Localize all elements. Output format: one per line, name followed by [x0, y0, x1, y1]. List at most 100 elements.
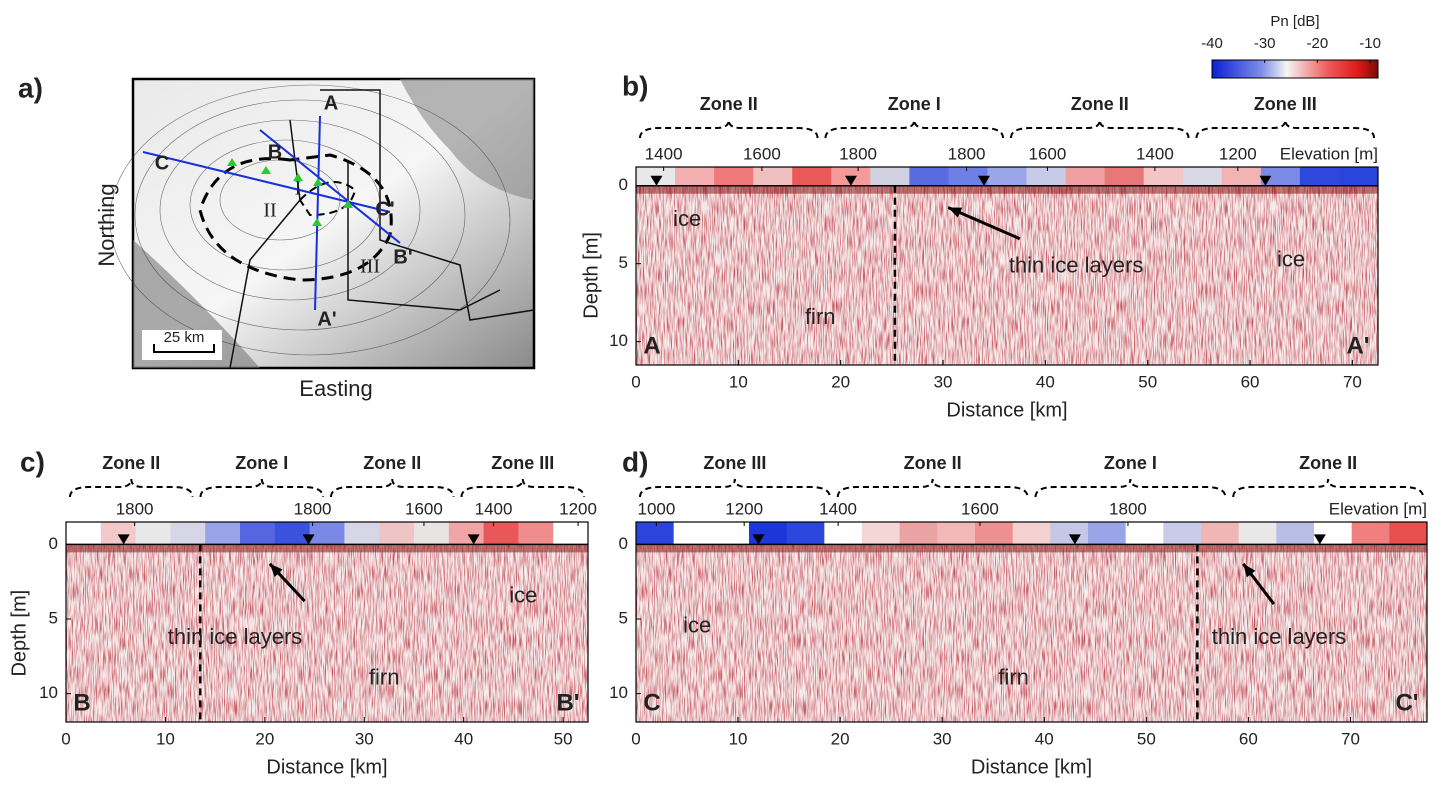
zone-label: Zone II: [904, 453, 962, 473]
pn-strip: [100, 522, 137, 545]
pn-strip: [553, 522, 589, 545]
profile-start: B: [73, 689, 90, 716]
crossing-marker: [117, 534, 130, 545]
zone-label: Zone II: [1299, 453, 1357, 473]
crossing-marker: [1313, 534, 1326, 545]
crossing-marker: [752, 534, 765, 545]
scale-label: 25 km: [164, 329, 205, 346]
zone-label: Zone II: [363, 453, 421, 473]
elevation-tick-label: 1200: [1219, 144, 1257, 163]
pn-strip: [899, 522, 938, 545]
x-tick-label: 20: [255, 729, 274, 748]
profile-label: A': [317, 308, 336, 330]
x-axis-label: Easting: [299, 376, 372, 401]
map: [109, 77, 536, 370]
zone-label: Zone I: [1104, 453, 1157, 473]
profile-end: C': [1395, 689, 1418, 716]
colorbar-tick-label: -40: [1201, 35, 1223, 52]
radargram-noise: [636, 544, 1427, 722]
zone-label: III: [360, 256, 380, 278]
elevation-tick-label: 1200: [725, 499, 763, 518]
pn-strip: [1088, 522, 1127, 545]
elevation-tick-label: 1600: [1029, 144, 1067, 163]
crossing-marker: [844, 175, 857, 186]
zone-label: Zone I: [888, 94, 941, 114]
crossing-marker: [1068, 534, 1081, 545]
pn-strip: [862, 522, 901, 545]
pn-strip: [870, 167, 910, 186]
pn-strip: [1221, 167, 1262, 186]
zone-label: Zone III: [703, 453, 766, 473]
x-axis-label: Distance [km]: [266, 756, 387, 778]
pn-strip: [987, 167, 1028, 186]
pn-strip: [1314, 522, 1353, 545]
x-tick-label: 30: [934, 372, 953, 391]
x-tick-label: 20: [831, 372, 850, 391]
pn-strip: [66, 522, 102, 545]
x-tick-label: 10: [156, 729, 175, 748]
y-tick-label: 5: [619, 608, 628, 627]
y-tick-label: 5: [619, 253, 628, 272]
x-tick-label: 70: [1341, 729, 1360, 748]
pn-strip: [518, 522, 554, 545]
zone-brace: [1232, 478, 1424, 498]
elevation-tick-label: 1400: [1136, 144, 1174, 163]
annotation: thin ice layers: [1009, 253, 1144, 278]
panel-label: c): [20, 446, 45, 477]
zone-brace: [639, 478, 831, 498]
elevation-tick-label: 1400: [819, 499, 857, 518]
profile-label: C': [375, 198, 394, 220]
zone-brace: [639, 119, 819, 139]
x-tick-label: 0: [61, 729, 70, 748]
profile-label: B: [268, 141, 282, 163]
panel-label: d): [622, 446, 648, 477]
pn-strip: [714, 167, 754, 186]
elevation-tick-label: 1400: [645, 144, 683, 163]
crossing-marker: [302, 534, 315, 545]
pn-strip: [344, 522, 380, 545]
annotation: thin ice layers: [168, 624, 303, 649]
elevation-tick-label: 1600: [405, 499, 443, 518]
elevation-tick-label: 1800: [116, 499, 154, 518]
elevation-label: Elevation [m]: [1329, 499, 1427, 518]
colorbar-tick-label: -30: [1254, 35, 1276, 52]
x-tick-label: 20: [831, 729, 850, 748]
pn-strip: [1299, 167, 1340, 186]
pn-strip: [309, 522, 345, 545]
pn-strip: [1065, 167, 1106, 186]
zone-brace: [824, 119, 1004, 139]
frame: [635, 521, 1428, 723]
pn-strip: [135, 522, 171, 545]
crossing-marker: [650, 175, 663, 186]
pn-strip: [1026, 167, 1067, 186]
pn-strip: [448, 522, 485, 545]
pn-strip: [1125, 522, 1164, 545]
profile-label: C: [155, 152, 169, 174]
zone-brace: [460, 478, 585, 498]
pn-strip: [1389, 522, 1428, 545]
crossing-marker: [977, 175, 990, 186]
y-tick-label: 0: [619, 175, 628, 194]
x-tick-label: 50: [1138, 372, 1157, 391]
pn-strip: [909, 167, 949, 186]
colorbar: [1211, 59, 1379, 79]
pn-strip: [1201, 522, 1240, 545]
x-tick-label: 0: [631, 729, 640, 748]
pn-strip: [1163, 522, 1202, 545]
zone-brace: [1010, 119, 1190, 139]
colorbar-title: Pn [dB]: [1270, 13, 1319, 30]
pn-strip: [753, 167, 793, 186]
annotation: firn: [998, 665, 1029, 690]
x-axis-label: Distance [km]: [971, 756, 1092, 778]
pn-strip: [414, 522, 450, 545]
arrow-head: [948, 207, 963, 218]
elevation-tick-label: 1800: [294, 499, 332, 518]
zone-label: Zone III: [491, 453, 554, 473]
elevation-tick-label: 1000: [637, 499, 675, 518]
y-axis-label: Depth [m]: [8, 590, 30, 677]
zone-label: Zone III: [1254, 94, 1317, 114]
pn-strip: [483, 522, 519, 545]
elevation-tick-label: 1800: [839, 144, 877, 163]
annotation: thin ice layers: [1212, 624, 1347, 649]
